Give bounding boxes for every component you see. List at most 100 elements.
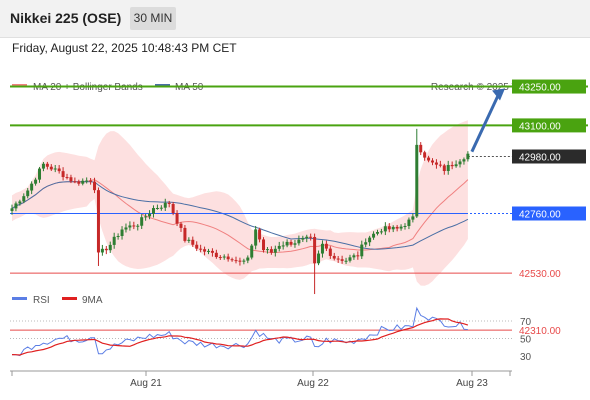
last-label: 42980.00 [519, 152, 561, 163]
candle-body [297, 239, 301, 244]
last-label-bg [512, 149, 586, 164]
candle-body [458, 161, 462, 165]
candle-body [132, 225, 136, 227]
candle-body [254, 229, 258, 246]
support-label: 42530.00 [519, 269, 561, 280]
candle-body [328, 248, 332, 256]
resistance-label: 43250.00 [519, 83, 561, 94]
candle-body [375, 231, 379, 234]
candle-body [360, 244, 364, 257]
candle-body [53, 168, 57, 170]
candle-body [285, 241, 289, 246]
candle-body [454, 164, 458, 167]
x-tick-label: Aug 23 [456, 378, 488, 389]
candle-body [148, 213, 152, 217]
candle-body [265, 249, 269, 251]
rsi-ma-legend-label: 9MA [82, 295, 103, 306]
candle-body [332, 255, 336, 259]
candle-body [301, 238, 305, 240]
candle-body [273, 248, 277, 253]
candle-body [45, 163, 49, 167]
candle-body [49, 166, 53, 170]
rsi-tick-label: 30 [520, 352, 532, 363]
candle-body [383, 226, 387, 232]
x-tick-label: Aug 22 [297, 378, 329, 389]
candle-body [116, 235, 120, 237]
bollinger-fill [12, 120, 468, 286]
forecast-arrow [470, 88, 505, 153]
candle-body [69, 177, 73, 182]
candle-body [22, 196, 26, 202]
rsi-ma-legend-swatch [62, 297, 77, 300]
candle-body [195, 244, 199, 249]
candle-body [230, 259, 234, 261]
candle-body [85, 180, 89, 182]
candle-body [183, 227, 187, 241]
candle-body [281, 245, 285, 247]
candle-body [120, 229, 124, 236]
candle-body [387, 226, 391, 230]
candle-body [368, 237, 372, 243]
candle-body [446, 164, 450, 171]
candle-body [222, 256, 226, 258]
candle-body [242, 260, 246, 262]
candle-body [112, 236, 116, 245]
datetime-label: Friday, August 22, 2025 10:48:43 PM CET [12, 41, 237, 55]
instrument-title: Nikkei 225 (OSE) [10, 10, 122, 26]
rsi-legend-label: RSI [33, 295, 50, 306]
candle-body [104, 248, 108, 251]
rsi-panel: 70 50 30 [10, 306, 532, 363]
candle-body [434, 162, 438, 165]
ma50-legend-swatch [155, 84, 170, 87]
candle-body [14, 203, 18, 209]
resistance-label-bg [512, 118, 586, 133]
candle-body [159, 207, 163, 209]
timeframe-button[interactable]: 30 MIN [130, 7, 176, 30]
candle-body [128, 225, 132, 228]
arrow-head [492, 88, 505, 101]
candle-body [395, 226, 399, 229]
candle-body [151, 208, 155, 214]
candle-body [81, 180, 85, 184]
candle-body [391, 226, 395, 230]
candle-body [26, 190, 30, 197]
candle-body [364, 242, 368, 245]
candle-body [191, 239, 195, 245]
ma50-line [11, 181, 469, 250]
candle-body [73, 181, 77, 183]
candle-body [93, 181, 97, 191]
candle-body [96, 190, 100, 253]
candle-body [30, 183, 34, 191]
candle-body [269, 249, 273, 253]
candle-body [379, 231, 383, 233]
candle-body [336, 258, 340, 260]
candle-body [403, 226, 407, 228]
candle-body [155, 207, 159, 209]
candle-body [218, 257, 222, 259]
candle-body [38, 168, 42, 180]
candle-body [305, 236, 309, 239]
candle-body [293, 243, 297, 245]
candlesticks [10, 128, 470, 295]
resistance-label-bg [512, 79, 586, 94]
arrow-shaft [470, 92, 501, 153]
candle-body [179, 223, 183, 228]
candle-body [313, 236, 317, 264]
chart-header: Nikkei 225 (OSE) 30 MIN [0, 0, 590, 38]
candle-body [207, 250, 210, 252]
candle-body [65, 177, 69, 179]
candle-body [431, 160, 435, 163]
candle-body [34, 179, 38, 184]
support-label: 42310.00 [519, 326, 561, 337]
candle-body [234, 260, 238, 262]
candle-body [163, 202, 167, 208]
candle-body [372, 233, 376, 238]
candle-body [100, 248, 104, 253]
candle-body [462, 159, 466, 162]
candle-body [210, 250, 214, 253]
candle-body [41, 163, 45, 169]
candle-body [108, 244, 112, 251]
candle-body [238, 260, 242, 262]
candle-body [144, 216, 148, 218]
